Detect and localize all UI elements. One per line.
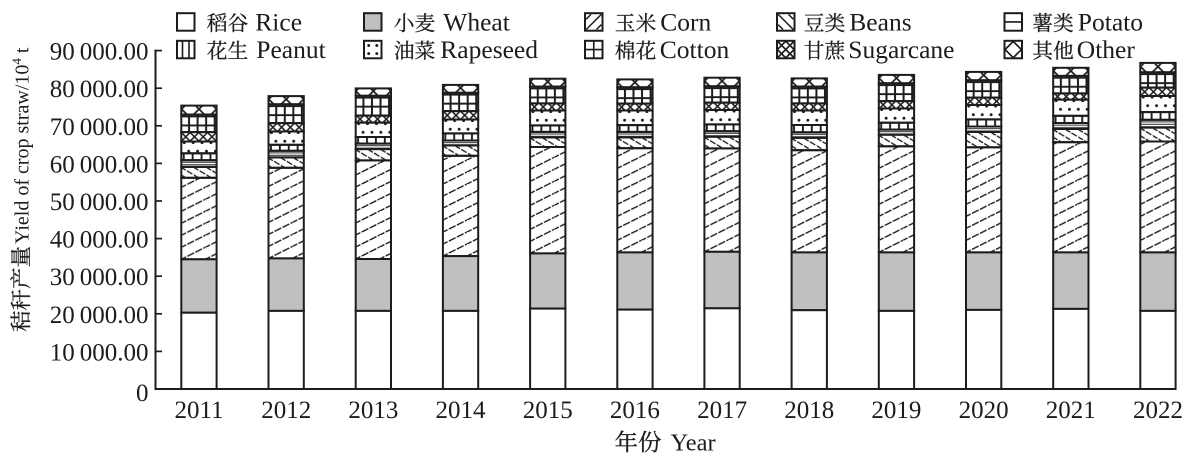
svg-text:30 000.00: 30 000.00 — [50, 264, 149, 291]
svg-text:Wheat: Wheat — [443, 8, 510, 37]
svg-text:10 000.00: 10 000.00 — [50, 339, 149, 366]
svg-text:Cotton: Cotton — [660, 35, 730, 64]
svg-text:90 000.00: 90 000.00 — [50, 39, 149, 66]
svg-text:70 000.00: 70 000.00 — [50, 114, 149, 141]
svg-text:Peanut: Peanut — [256, 35, 325, 64]
svg-text:80 000.00: 80 000.00 — [50, 76, 149, 103]
svg-text:2012: 2012 — [261, 397, 311, 424]
svg-text:Other: Other — [1077, 35, 1136, 64]
svg-text:Potato: Potato — [1078, 8, 1143, 37]
svg-text:0: 0 — [136, 380, 149, 407]
svg-text:2017: 2017 — [697, 397, 747, 424]
svg-text:Year: Year — [671, 430, 716, 456]
svg-text:50 000.00: 50 000.00 — [50, 189, 149, 216]
svg-text:40 000.00: 40 000.00 — [50, 227, 149, 254]
svg-text:Beans: Beans — [849, 8, 911, 37]
svg-text:Rapeseed: Rapeseed — [440, 35, 538, 64]
svg-text:2018: 2018 — [784, 397, 834, 424]
svg-text:2011: 2011 — [174, 397, 223, 424]
svg-text:Corn: Corn — [660, 8, 711, 37]
svg-text:Yield of crop straw/104 t: Yield of crop straw/104 t — [9, 47, 34, 244]
svg-text:2020: 2020 — [959, 397, 1009, 424]
svg-text:60 000.00: 60 000.00 — [50, 151, 149, 178]
svg-text:2013: 2013 — [348, 397, 398, 424]
svg-text:2021: 2021 — [1046, 397, 1096, 424]
svg-text:2014: 2014 — [436, 397, 487, 424]
svg-text:2016: 2016 — [610, 397, 660, 424]
svg-text:Rice: Rice — [255, 8, 302, 37]
svg-text:2015: 2015 — [523, 397, 573, 424]
svg-text:20 000.00: 20 000.00 — [50, 302, 149, 329]
svg-text:2019: 2019 — [871, 397, 921, 424]
svg-text:Sugarcane: Sugarcane — [848, 35, 954, 64]
svg-text:2022: 2022 — [1133, 397, 1183, 424]
